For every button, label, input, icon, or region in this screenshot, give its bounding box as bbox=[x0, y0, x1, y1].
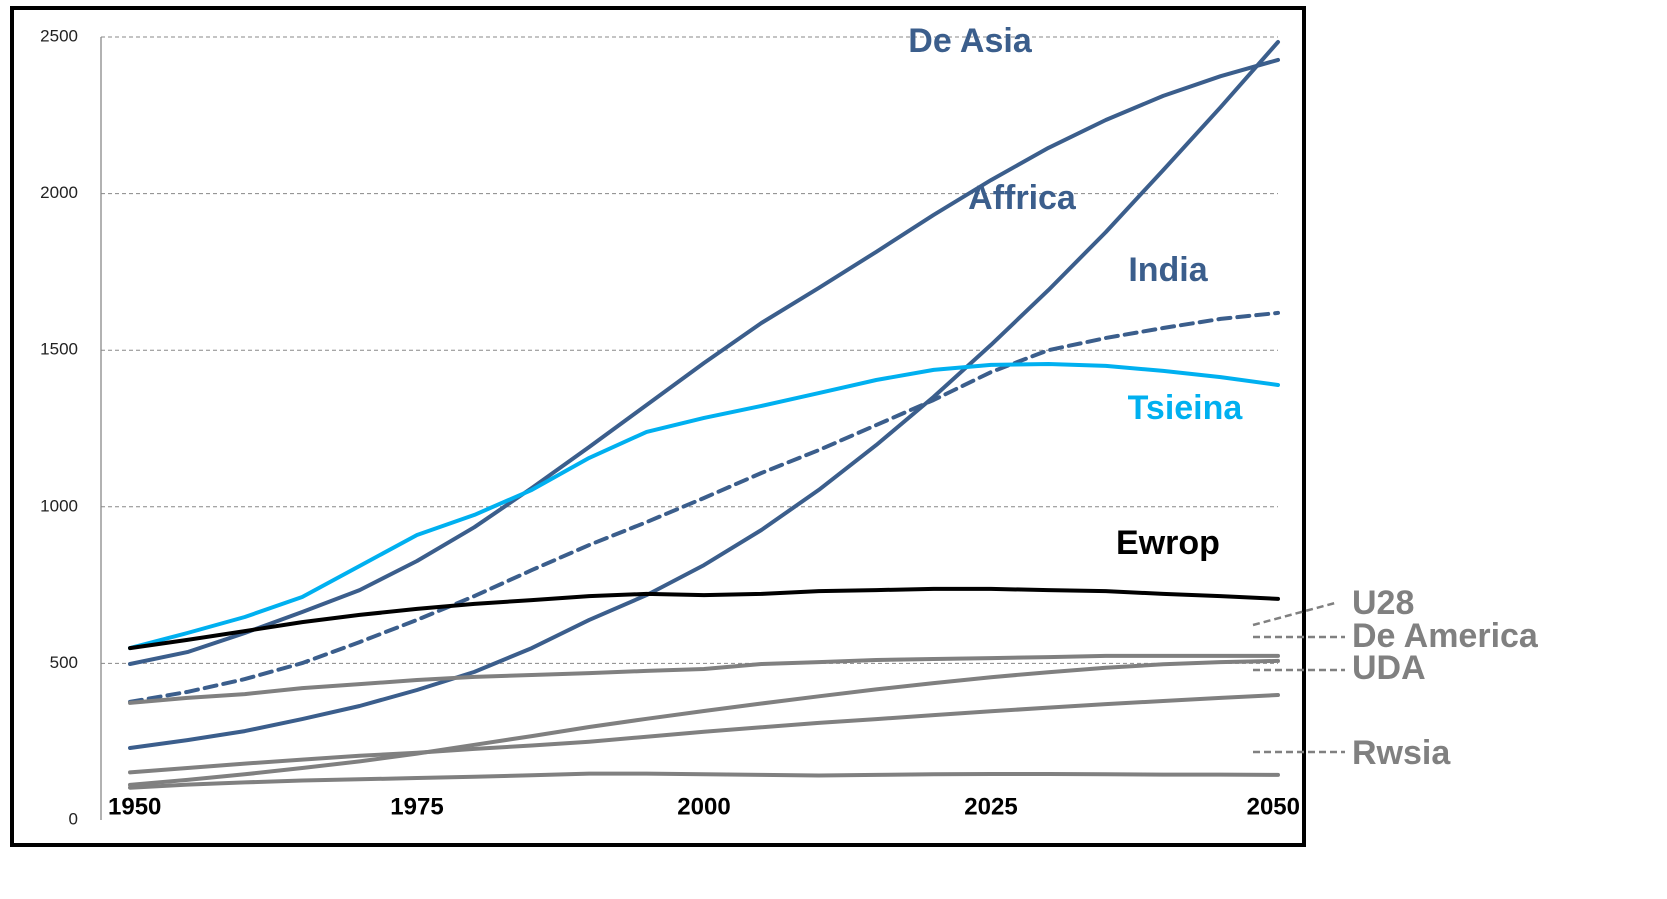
series-line bbox=[128, 586, 1280, 651]
series-line bbox=[128, 653, 1280, 705]
series-label: Rwsia bbox=[1352, 734, 1451, 772]
series-label: U28 bbox=[1352, 584, 1414, 622]
x-tick-label: 1975 bbox=[390, 793, 443, 820]
series-label: UDA bbox=[1352, 649, 1426, 687]
y-tick-label: 2000 bbox=[40, 183, 78, 202]
y-tick-label: 1000 bbox=[40, 496, 78, 515]
y-tick-label: 2500 bbox=[40, 26, 78, 45]
y-tick-label: 1500 bbox=[40, 340, 78, 359]
x-tick-label: 2025 bbox=[964, 793, 1017, 820]
series-line bbox=[128, 310, 1280, 704]
label-leaders bbox=[1252, 601, 1345, 754]
y-tick-label: 500 bbox=[50, 653, 78, 672]
y-tick-label: 0 bbox=[69, 809, 78, 828]
series-label: De America bbox=[1352, 617, 1539, 655]
x-tick-label: 2000 bbox=[677, 793, 730, 820]
series-line bbox=[128, 362, 1280, 651]
chart-frame bbox=[10, 6, 1306, 847]
series-line bbox=[128, 771, 1280, 790]
x-tick-label: 1950 bbox=[108, 793, 161, 820]
x-tick-label: 2050 bbox=[1247, 793, 1300, 820]
series-line bbox=[128, 40, 1280, 750]
series-label: India bbox=[1128, 251, 1208, 289]
series-line bbox=[128, 693, 1280, 775]
series-label: De Asia bbox=[908, 22, 1033, 60]
leader bbox=[1252, 601, 1336, 627]
series-line bbox=[128, 57, 1280, 666]
series-label: Affrica bbox=[968, 179, 1077, 217]
series-label: Ewrop bbox=[1116, 524, 1220, 562]
series-line bbox=[128, 658, 1280, 787]
series-label: Tsieina bbox=[1128, 389, 1244, 427]
